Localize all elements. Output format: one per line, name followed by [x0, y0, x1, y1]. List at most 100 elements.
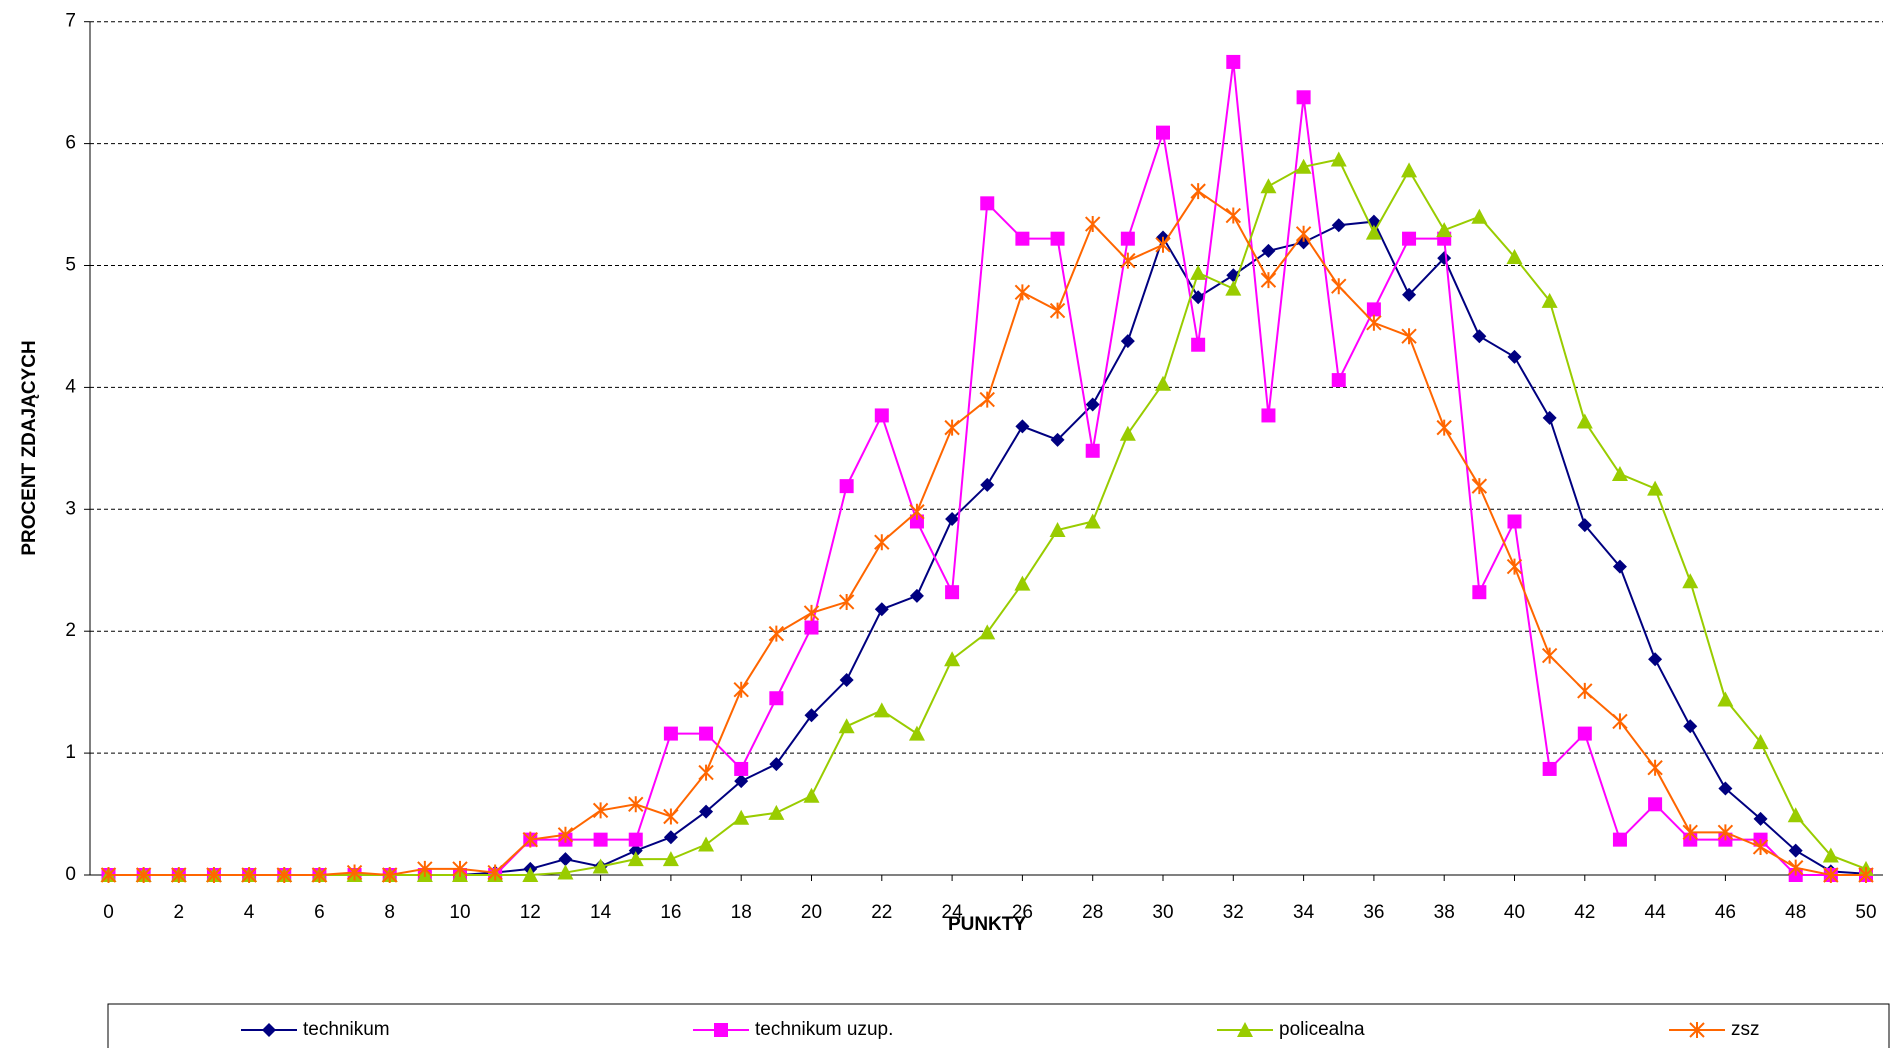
marker — [1682, 824, 1698, 841]
legend-label: zsz — [1731, 1019, 1760, 1040]
marker — [1577, 726, 1592, 741]
marker — [135, 867, 152, 883]
marker — [1437, 251, 1452, 266]
marker — [838, 593, 855, 610]
x-tick-label: 50 — [1855, 902, 1876, 923]
series-line — [108, 158, 1867, 876]
x-tick-label: 22 — [871, 902, 892, 923]
marker — [1119, 425, 1136, 441]
x-tick-label: 34 — [1293, 902, 1315, 923]
marker — [522, 831, 539, 848]
marker — [733, 809, 750, 825]
marker — [733, 681, 749, 698]
marker — [1225, 280, 1242, 296]
marker — [839, 672, 854, 687]
marker — [839, 479, 854, 494]
marker — [838, 718, 855, 734]
legend-label: policealna — [1279, 1019, 1365, 1040]
marker — [628, 796, 644, 813]
marker — [487, 864, 503, 881]
series-line — [108, 220, 1867, 876]
marker — [1085, 443, 1100, 458]
marker — [1084, 216, 1101, 233]
marker — [944, 651, 961, 667]
marker — [557, 826, 574, 843]
y-axis-label: PROCENT ZDAJĄCYCH — [19, 340, 40, 555]
marker — [1049, 302, 1066, 319]
marker — [1752, 838, 1769, 855]
marker — [1506, 558, 1523, 575]
marker — [874, 602, 889, 617]
marker — [1472, 585, 1487, 600]
marker — [873, 702, 890, 718]
marker — [1577, 682, 1593, 699]
legend-label: technikum — [303, 1019, 390, 1040]
marker — [1647, 759, 1663, 776]
y-tick-label: 2 — [65, 620, 76, 641]
marker — [1612, 559, 1627, 574]
marker — [1191, 337, 1206, 352]
marker — [1237, 1022, 1253, 1037]
marker — [171, 867, 187, 883]
marker — [1436, 222, 1453, 238]
marker — [558, 852, 573, 867]
marker — [714, 1023, 728, 1037]
marker — [909, 588, 924, 603]
marker — [804, 708, 819, 723]
marker — [979, 391, 995, 408]
marker — [592, 802, 609, 819]
marker — [1050, 231, 1065, 246]
x-tick-label: 36 — [1363, 902, 1384, 923]
marker — [1752, 734, 1769, 750]
marker — [803, 787, 820, 803]
marker — [1718, 781, 1733, 796]
marker — [417, 860, 433, 877]
marker — [1753, 811, 1768, 826]
marker — [945, 512, 960, 527]
marker — [262, 1023, 276, 1037]
x-tick-label: 30 — [1152, 902, 1173, 923]
marker — [945, 585, 960, 600]
marker — [1436, 419, 1452, 436]
series-line — [108, 189, 1866, 877]
x-tick-label: 20 — [801, 902, 822, 923]
marker — [663, 726, 678, 741]
marker — [768, 625, 785, 642]
x-tick-label: 46 — [1715, 902, 1736, 923]
marker — [1120, 334, 1135, 349]
marker — [452, 860, 468, 877]
marker — [874, 534, 890, 551]
marker — [557, 864, 574, 880]
x-tick-label: 12 — [520, 902, 541, 923]
marker — [1261, 408, 1276, 423]
x-tick-label: 8 — [384, 902, 395, 923]
marker — [1156, 125, 1170, 140]
marker — [699, 804, 714, 819]
marker — [1084, 513, 1101, 529]
x-tick-label: 4 — [244, 902, 255, 923]
marker — [768, 804, 785, 820]
marker — [769, 691, 784, 706]
marker — [522, 867, 539, 882]
marker — [1402, 287, 1417, 302]
marker — [1577, 518, 1592, 533]
marker — [944, 419, 960, 436]
marker — [663, 830, 678, 845]
marker — [734, 761, 749, 776]
marker — [1471, 478, 1488, 495]
x-tick-label: 24 — [942, 902, 964, 923]
marker — [1226, 54, 1241, 69]
marker — [1682, 573, 1699, 589]
legend-label: technikum uzup. — [755, 1019, 893, 1040]
y-tick-label: 5 — [65, 255, 76, 276]
marker — [908, 725, 925, 741]
marker — [662, 851, 679, 867]
x-tick-label: 18 — [731, 902, 752, 923]
marker — [1296, 90, 1311, 105]
marker — [1191, 290, 1206, 305]
x-tick-label: 16 — [660, 902, 681, 923]
marker — [100, 867, 117, 883]
marker — [206, 867, 222, 883]
marker — [663, 808, 679, 825]
marker — [1541, 292, 1558, 308]
